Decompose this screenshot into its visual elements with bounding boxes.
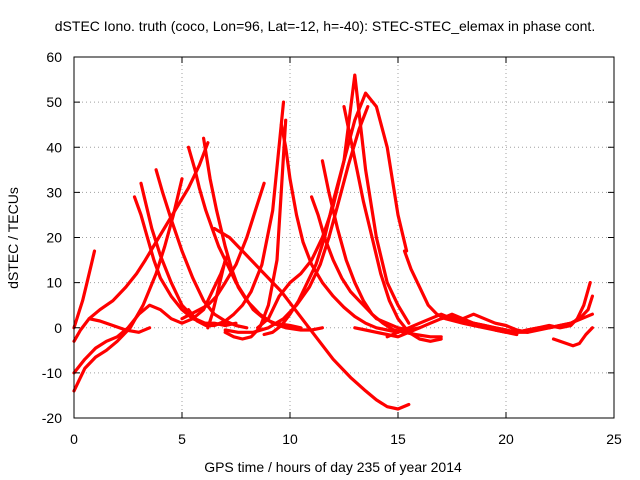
data-series-24 — [385, 312, 530, 339]
y-tick-label: 20 — [46, 230, 62, 246]
x-tick-label: 10 — [282, 431, 298, 447]
data-series-28 — [551, 326, 594, 348]
y-tick-label: 60 — [46, 49, 62, 65]
chart-title: dSTEC Iono. truth (coco, Lon=96, Lat=-12… — [55, 18, 595, 34]
data-series-4 — [87, 317, 152, 334]
data-series-19 — [310, 195, 422, 332]
data-series-11 — [186, 100, 286, 328]
y-tick-label: 40 — [46, 139, 62, 155]
data-series-7 — [154, 168, 249, 330]
x-tick-label: 25 — [606, 431, 622, 447]
data-series-3 — [72, 177, 184, 393]
x-tick-label: 0 — [70, 431, 78, 447]
data-series-17 — [262, 91, 409, 337]
data-series-13 — [206, 258, 227, 330]
x-axis-label: GPS time / hours of day 235 of year 2014 — [204, 459, 462, 475]
y-tick-label: 30 — [46, 184, 62, 200]
x-tick-label: 15 — [390, 431, 406, 447]
data-series-1 — [72, 141, 210, 343]
data-series-14 — [279, 123, 400, 334]
y-tick-label: -20 — [42, 410, 62, 426]
y-tick-label: 10 — [46, 275, 62, 291]
data-series-0 — [72, 249, 97, 330]
data-series-10 — [180, 181, 266, 321]
ticks — [73, 56, 615, 419]
data-layer — [72, 73, 594, 411]
data-series-6 — [139, 181, 227, 328]
data-series-20 — [320, 159, 443, 339]
data-series-21 — [342, 105, 443, 343]
data-series-18 — [212, 226, 411, 411]
x-tick-label: 20 — [498, 431, 514, 447]
data-series-26 — [493, 281, 592, 334]
tick-labels: 0 5 10 15 20 25 -20 -10 0 10 20 30 40 50 60 — [42, 49, 622, 447]
data-series-12 — [223, 118, 288, 341]
x-tick-label: 5 — [178, 431, 186, 447]
y-tick-label: -10 — [42, 365, 62, 381]
y-tick-label: 0 — [54, 320, 62, 336]
data-series-16 — [223, 105, 370, 334]
y-tick-label: 50 — [46, 94, 62, 110]
y-axis-label: dSTEC / TECUs — [5, 187, 21, 289]
grid — [74, 57, 614, 418]
data-series-27 — [515, 294, 594, 334]
data-series-2 — [72, 253, 229, 375]
